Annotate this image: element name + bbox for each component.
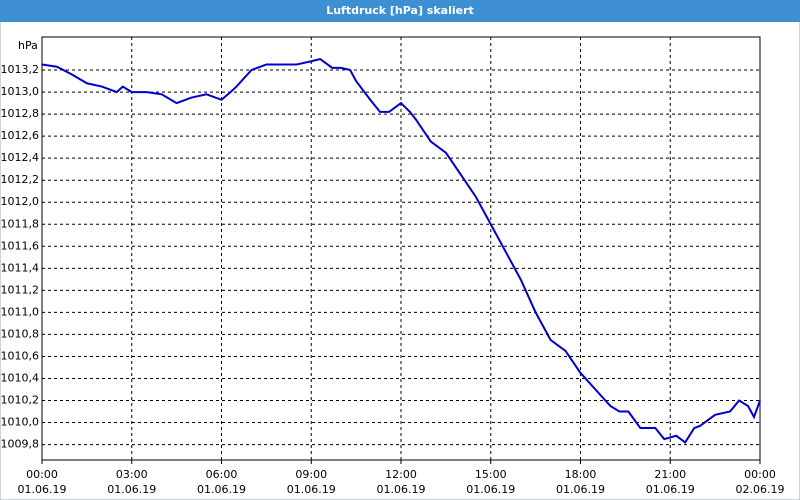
y-tick-label: 1012,2 [1, 173, 40, 186]
y-tick-label: 1010,0 [1, 416, 40, 429]
data-line [41, 57, 761, 444]
x-tick-label: 00:00 01.06.19 [18, 468, 67, 496]
y-tick-label: 1010,4 [1, 371, 40, 384]
y-tick-label: 1013,2 [1, 63, 40, 76]
y-tick-label: 1009,8 [1, 438, 40, 451]
y-tick-label: 1011,6 [1, 239, 40, 252]
x-tick-label: 12:00 01.06.19 [377, 468, 426, 496]
x-tick-label: 21:00 01.06.19 [646, 468, 695, 496]
chart-title: Luftdruck [hPa] skaliert [326, 4, 474, 17]
y-tick-label: 1011,0 [1, 305, 40, 318]
x-tick-label: 06:00 01.06.19 [197, 468, 246, 496]
y-tick-label: 1013,0 [1, 85, 40, 98]
y-tick-label: 1012,6 [1, 129, 40, 142]
y-tick-label: 1012,0 [1, 195, 40, 208]
x-tick-label: 09:00 01.06.19 [287, 468, 336, 496]
title-bar [0, 0, 800, 22]
x-tick-label: 15:00 01.06.19 [466, 468, 515, 496]
y-axis-label: hPa [18, 39, 38, 52]
y-tick-label: 1011,4 [1, 261, 40, 274]
y-tick-label: 1012,8 [1, 107, 40, 120]
x-tick-label: 03:00 01.06.19 [107, 468, 156, 496]
x-tick-label: 18:00 01.06.19 [556, 468, 605, 496]
y-tick-label: 1011,8 [1, 217, 40, 230]
x-tick-label: 00:00 02.06.19 [736, 468, 785, 496]
y-tick-label: 1010,6 [1, 349, 40, 362]
y-tick-label: 1010,8 [1, 327, 40, 340]
y-tick-label: 1011,2 [1, 283, 40, 296]
y-tick-label: 1010,2 [1, 394, 40, 407]
y-tick-label: 1012,4 [1, 151, 40, 164]
